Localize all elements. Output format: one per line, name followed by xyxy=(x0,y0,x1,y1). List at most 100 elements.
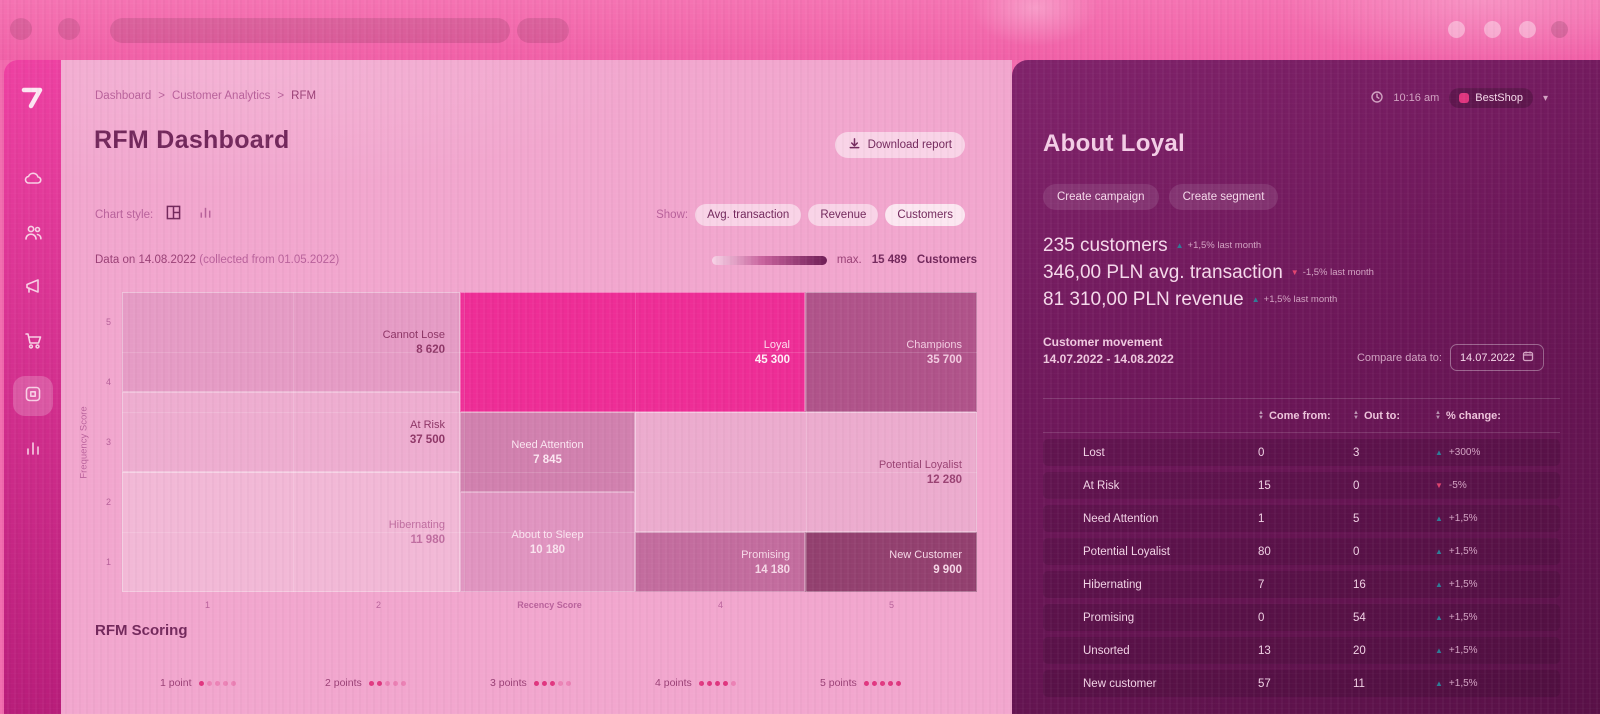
segment-value: 37 500 xyxy=(409,433,445,446)
download-report-button[interactable]: Download report xyxy=(834,132,965,158)
tab-customers[interactable]: Customers xyxy=(885,204,965,226)
table-row-need-attention[interactable]: Need Attention 1 5 +1,5% xyxy=(1043,505,1560,532)
out-to-value: 0 xyxy=(1353,545,1360,558)
legend-max-value: 15 489 xyxy=(871,254,907,266)
browser-tab[interactable] xyxy=(110,18,510,43)
segment-at-risk[interactable]: At Risk 37 500 xyxy=(122,392,460,472)
browser-action-icon[interactable] xyxy=(1551,21,1568,38)
page-title: RFM Dashboard xyxy=(94,126,290,154)
segment-value: 14 180 xyxy=(754,563,790,576)
breadcrumb-separator: > xyxy=(158,90,165,102)
segment-champions[interactable]: Champions 35 700 xyxy=(805,292,977,412)
sidebar-item-cloud[interactable] xyxy=(13,160,53,200)
segment-need-attention[interactable]: Need Attention 7 845 xyxy=(460,412,635,492)
legend-unit: Customers xyxy=(916,254,977,266)
create-campaign-button[interactable]: Create campaign xyxy=(1043,184,1159,210)
stat-change: -1,5% last month xyxy=(1291,267,1374,278)
breadcrumb-item-rfm: RFM xyxy=(291,90,317,102)
window-control-icon[interactable] xyxy=(58,18,80,40)
change-cell: +300% xyxy=(1435,447,1560,458)
window-control-icon[interactable] xyxy=(10,18,32,40)
breadcrumb-separator: > xyxy=(277,90,285,102)
tab-avg-transaction[interactable]: Avg. transaction xyxy=(695,204,802,226)
segment-loyal[interactable]: Loyal 45 300 xyxy=(460,292,805,412)
change-value: +1,5% xyxy=(1448,579,1478,590)
segment-hibernating[interactable]: Hibernating 11 980 xyxy=(122,472,460,592)
panel-actions: Create campaign Create segment xyxy=(1043,184,1279,210)
sort-percent-change[interactable]: ▲ ▼ % change: xyxy=(1435,410,1560,422)
score-dots xyxy=(198,680,236,686)
score-dots xyxy=(368,680,406,686)
legend-max-label: max. xyxy=(836,254,862,266)
sort-out-to[interactable]: ▲ ▼ Out to: xyxy=(1353,410,1435,422)
table-row-hibernating[interactable]: Hibernating 7 16 +1,5% xyxy=(1043,571,1560,598)
change-value: +1,5% xyxy=(1448,513,1478,524)
segment-about-to-sleep[interactable]: About to Sleep 10 180 xyxy=(460,492,635,592)
segment-name: New Customer xyxy=(889,548,962,561)
table-row-promising[interactable]: Promising 0 54 +1,5% xyxy=(1043,604,1560,631)
cart-icon xyxy=(23,330,43,355)
segment-new-customer[interactable]: New Customer 9 900 xyxy=(805,532,977,592)
table-row-unsorted[interactable]: Unsorted 13 20 +1,5% xyxy=(1043,637,1560,664)
segment-potential-loyalist[interactable]: Potential Loyalist 12 280 xyxy=(635,412,977,532)
out-to-value: 20 xyxy=(1353,644,1366,657)
sort-icon: ▲ ▼ xyxy=(1435,409,1441,421)
table-row-potential-loyalist[interactable]: Potential Loyalist 80 0 +1,5% xyxy=(1043,538,1560,565)
score-label: 5 points xyxy=(820,677,857,689)
score-level-5: 5 points xyxy=(820,677,985,689)
segment-name: Hibernating xyxy=(388,518,445,531)
browser-action-icon[interactable] xyxy=(1519,21,1536,38)
stat-revenue: 81 310,00 PLN revenue +1,5% last month xyxy=(1043,286,1374,313)
sidebar-item-segments[interactable] xyxy=(12,376,53,416)
table-row-new-customer[interactable]: New customer 57 11 +1,5% xyxy=(1043,670,1560,697)
chart-controls: Chart style: Show: Avg. transaction Reve… xyxy=(95,202,965,228)
change-cell: +1,5% xyxy=(1435,579,1560,590)
segment-detail-panel: 10:16 am BestShop About Loyal Create cam… xyxy=(1012,60,1600,714)
y-tick: 4 xyxy=(105,377,111,387)
stat-change: +1,5% last month xyxy=(1252,294,1338,305)
segment-value: 9 900 xyxy=(933,563,962,576)
browser-action-icon[interactable] xyxy=(1484,21,1501,38)
bar-style-button[interactable] xyxy=(193,203,217,227)
compare-date-value: 14.07.2022 xyxy=(1459,351,1515,364)
column-label: % change: xyxy=(1445,409,1501,422)
come-from-value: 7 xyxy=(1258,578,1265,591)
app-window: Dashboard > Customer Analytics > RFM RFM… xyxy=(0,60,1600,714)
movement-title: Customer movement xyxy=(1043,335,1163,349)
change-cell: -5% xyxy=(1435,480,1560,491)
sidebar-item-customers[interactable] xyxy=(13,214,53,254)
chevron-down-icon[interactable] xyxy=(1543,92,1548,104)
trend-icon xyxy=(1291,269,1299,277)
row-label: Need Attention xyxy=(1083,512,1159,525)
breadcrumb-item-dashboard[interactable]: Dashboard xyxy=(95,90,152,102)
row-label: New customer xyxy=(1083,677,1157,690)
segment-name: Champions xyxy=(906,338,962,351)
table-row-at-risk[interactable]: At Risk 15 0 -5% xyxy=(1043,472,1560,499)
compare-date-input[interactable]: 14.07.2022 xyxy=(1449,344,1544,371)
shop-logo-icon xyxy=(1459,93,1470,103)
sidebar-item-cart[interactable] xyxy=(13,322,53,362)
sort-come-from[interactable]: ▲ ▼ Come from: xyxy=(1258,410,1353,422)
table-row-lost[interactable]: Lost 0 3 +300% xyxy=(1043,439,1560,466)
create-segment-button[interactable]: Create segment xyxy=(1168,184,1279,210)
segment-cannot-lose[interactable]: Cannot Lose 8 620 xyxy=(122,292,460,392)
y-tick: 3 xyxy=(105,437,111,447)
sidebar-item-analytics[interactable] xyxy=(13,430,53,470)
sidebar-item-campaigns[interactable] xyxy=(13,268,53,308)
breadcrumb-item-customer-analytics[interactable]: Customer Analytics xyxy=(171,90,271,102)
app-logo-icon[interactable] xyxy=(4,60,61,112)
change-cell: +1,5% xyxy=(1435,546,1560,557)
new-tab-button[interactable] xyxy=(517,18,569,43)
segment-value: 7 845 xyxy=(533,453,562,466)
score-dots xyxy=(533,680,571,686)
sort-icon: ▲ ▼ xyxy=(1353,409,1359,421)
score-level-4: 4 points xyxy=(655,677,820,689)
browser-action-icon[interactable] xyxy=(1448,21,1465,38)
shop-selector[interactable]: BestShop xyxy=(1449,88,1533,108)
segment-promising[interactable]: Promising 14 180 xyxy=(635,532,805,592)
treemap-style-button[interactable] xyxy=(161,203,185,227)
tab-revenue[interactable]: Revenue xyxy=(808,204,879,226)
clock-icon xyxy=(1371,90,1384,106)
trend-icon xyxy=(1435,482,1443,490)
change-value: +1,5% xyxy=(1448,546,1478,557)
